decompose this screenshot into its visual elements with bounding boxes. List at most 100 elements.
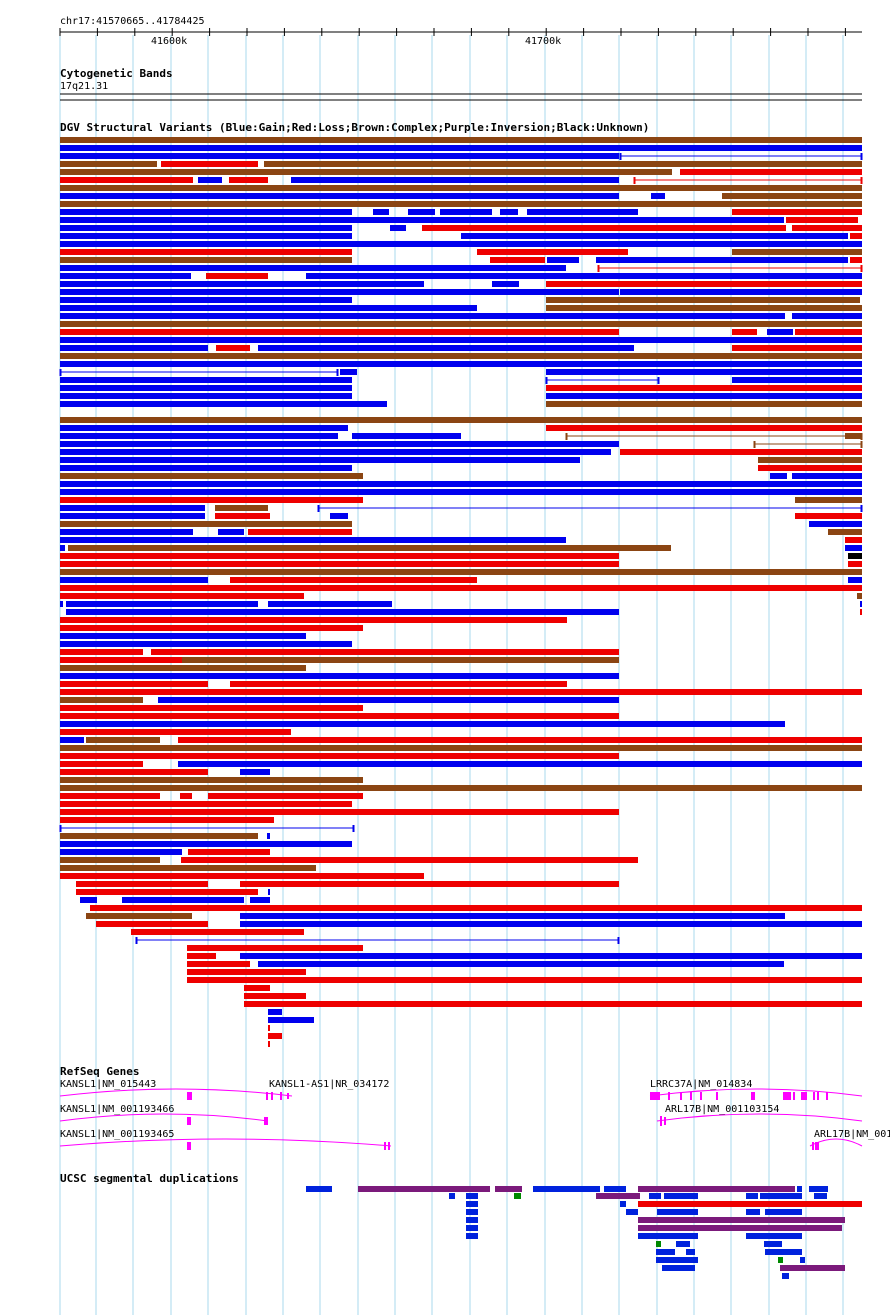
sv-feature[interactable] [60,193,619,199]
segdup-feature[interactable] [466,1209,478,1215]
gene-label-kansl1-nm001193466[interactable]: KANSL1|NM_001193466 [60,1104,174,1115]
sv-feature[interactable] [60,153,619,159]
sv-feature[interactable] [767,329,793,335]
segdup-feature[interactable] [638,1201,862,1207]
sv-feature[interactable] [60,169,672,175]
sv-feature[interactable] [60,385,352,391]
sv-feature[interactable] [161,161,258,167]
sv-feature[interactable] [60,417,862,423]
sv-feature[interactable] [60,593,304,599]
sv-feature[interactable] [60,689,862,695]
sv-feature[interactable] [732,209,862,215]
segdup-feature[interactable] [746,1193,758,1199]
sv-feature[interactable] [547,257,579,263]
sv-feature[interactable] [187,969,306,975]
sv-feature[interactable] [60,873,424,879]
sv-feature[interactable] [60,745,862,751]
sv-feature[interactable] [795,497,862,503]
segdup-feature[interactable] [765,1209,802,1215]
sv-feature[interactable] [848,561,862,567]
sv-feature[interactable] [732,377,862,383]
sv-feature[interactable] [60,225,352,231]
sv-feature[interactable] [758,465,862,471]
segdup-feature[interactable] [764,1241,782,1247]
sv-feature[interactable] [60,249,352,255]
segdup-feature[interactable] [765,1249,802,1255]
sv-feature[interactable] [60,633,306,639]
segdup-feature[interactable] [533,1186,600,1192]
sv-feature[interactable] [187,953,216,959]
segdup-feature[interactable] [800,1257,805,1263]
sv-feature[interactable] [240,921,862,927]
sv-feature[interactable] [461,233,848,239]
segdup-feature[interactable] [604,1186,626,1192]
sv-feature[interactable] [60,793,160,799]
sv-feature[interactable] [546,281,862,287]
sv-feature[interactable] [60,273,191,279]
sv-feature[interactable] [60,321,862,327]
sv-feature[interactable] [60,697,143,703]
sv-feature[interactable] [244,985,270,991]
sv-feature[interactable] [373,209,389,215]
sv-feature[interactable] [60,313,785,319]
sv-feature[interactable] [291,177,619,183]
sv-feature[interactable] [60,753,619,759]
gene-model-kansl1-nm015443[interactable] [59,1088,293,1100]
sv-feature[interactable] [268,601,392,607]
sv-feature[interactable] [244,1001,862,1007]
sv-feature[interactable] [60,281,424,287]
sv-feature[interactable] [60,441,619,447]
sv-feature[interactable] [178,761,862,767]
sv-feature[interactable] [60,617,567,623]
sv-feature[interactable] [122,897,244,903]
sv-feature[interactable] [546,369,862,375]
sv-feature[interactable] [845,433,862,439]
segdup-feature[interactable] [746,1233,802,1239]
sv-feature[interactable] [60,241,862,247]
sv-feature[interactable] [60,841,352,847]
segdup-feature[interactable] [638,1233,698,1239]
sv-feature[interactable] [340,369,357,375]
segdup-feature[interactable] [466,1201,478,1207]
sv-feature[interactable] [180,793,192,799]
sv-feature[interactable] [848,553,862,559]
sv-feature[interactable] [60,209,352,215]
sv-feature[interactable] [178,737,862,743]
sv-feature[interactable] [306,273,862,279]
sv-feature[interactable] [206,273,268,279]
sv-feature[interactable] [96,921,208,927]
sv-feature[interactable] [440,209,492,215]
sv-feature[interactable] [250,897,270,903]
sv-feature[interactable] [60,361,862,367]
sv-feature[interactable] [60,489,862,495]
gene-label-arl17b-nm001103154[interactable]: ARL17B|NM_001103154 [665,1104,779,1115]
sv-feature[interactable] [230,577,477,583]
segdup-feature[interactable] [466,1225,478,1231]
segdup-feature[interactable] [449,1193,455,1199]
sv-feature[interactable] [60,809,619,815]
segdup-feature[interactable] [638,1217,845,1223]
sv-feature[interactable] [60,289,619,295]
sv-feature[interactable] [60,713,619,719]
sv-feature[interactable] [60,217,784,223]
segdup-feature[interactable] [649,1193,661,1199]
sv-feature[interactable] [215,513,270,519]
sv-feature[interactable] [60,553,619,559]
sv-feature[interactable] [60,681,208,687]
gene-label-arl17b-nm001[interactable]: ARL17B|NM_001 [814,1129,890,1140]
segdup-feature[interactable] [466,1217,478,1223]
segdup-feature[interactable] [676,1241,690,1247]
sv-feature[interactable] [527,209,638,215]
sv-feature[interactable] [795,329,862,335]
sv-feature[interactable] [60,721,785,727]
sv-feature[interactable] [845,545,862,551]
sv-feature[interactable] [620,449,862,455]
sv-feature[interactable] [60,305,477,311]
sv-feature[interactable] [60,625,363,631]
sv-feature[interactable] [60,457,580,463]
sv-feature[interactable] [60,329,619,335]
segdup-feature[interactable] [809,1186,828,1192]
sv-feature[interactable] [60,257,352,263]
segdup-features[interactable] [306,1186,862,1279]
sv-feature[interactable] [60,377,352,383]
